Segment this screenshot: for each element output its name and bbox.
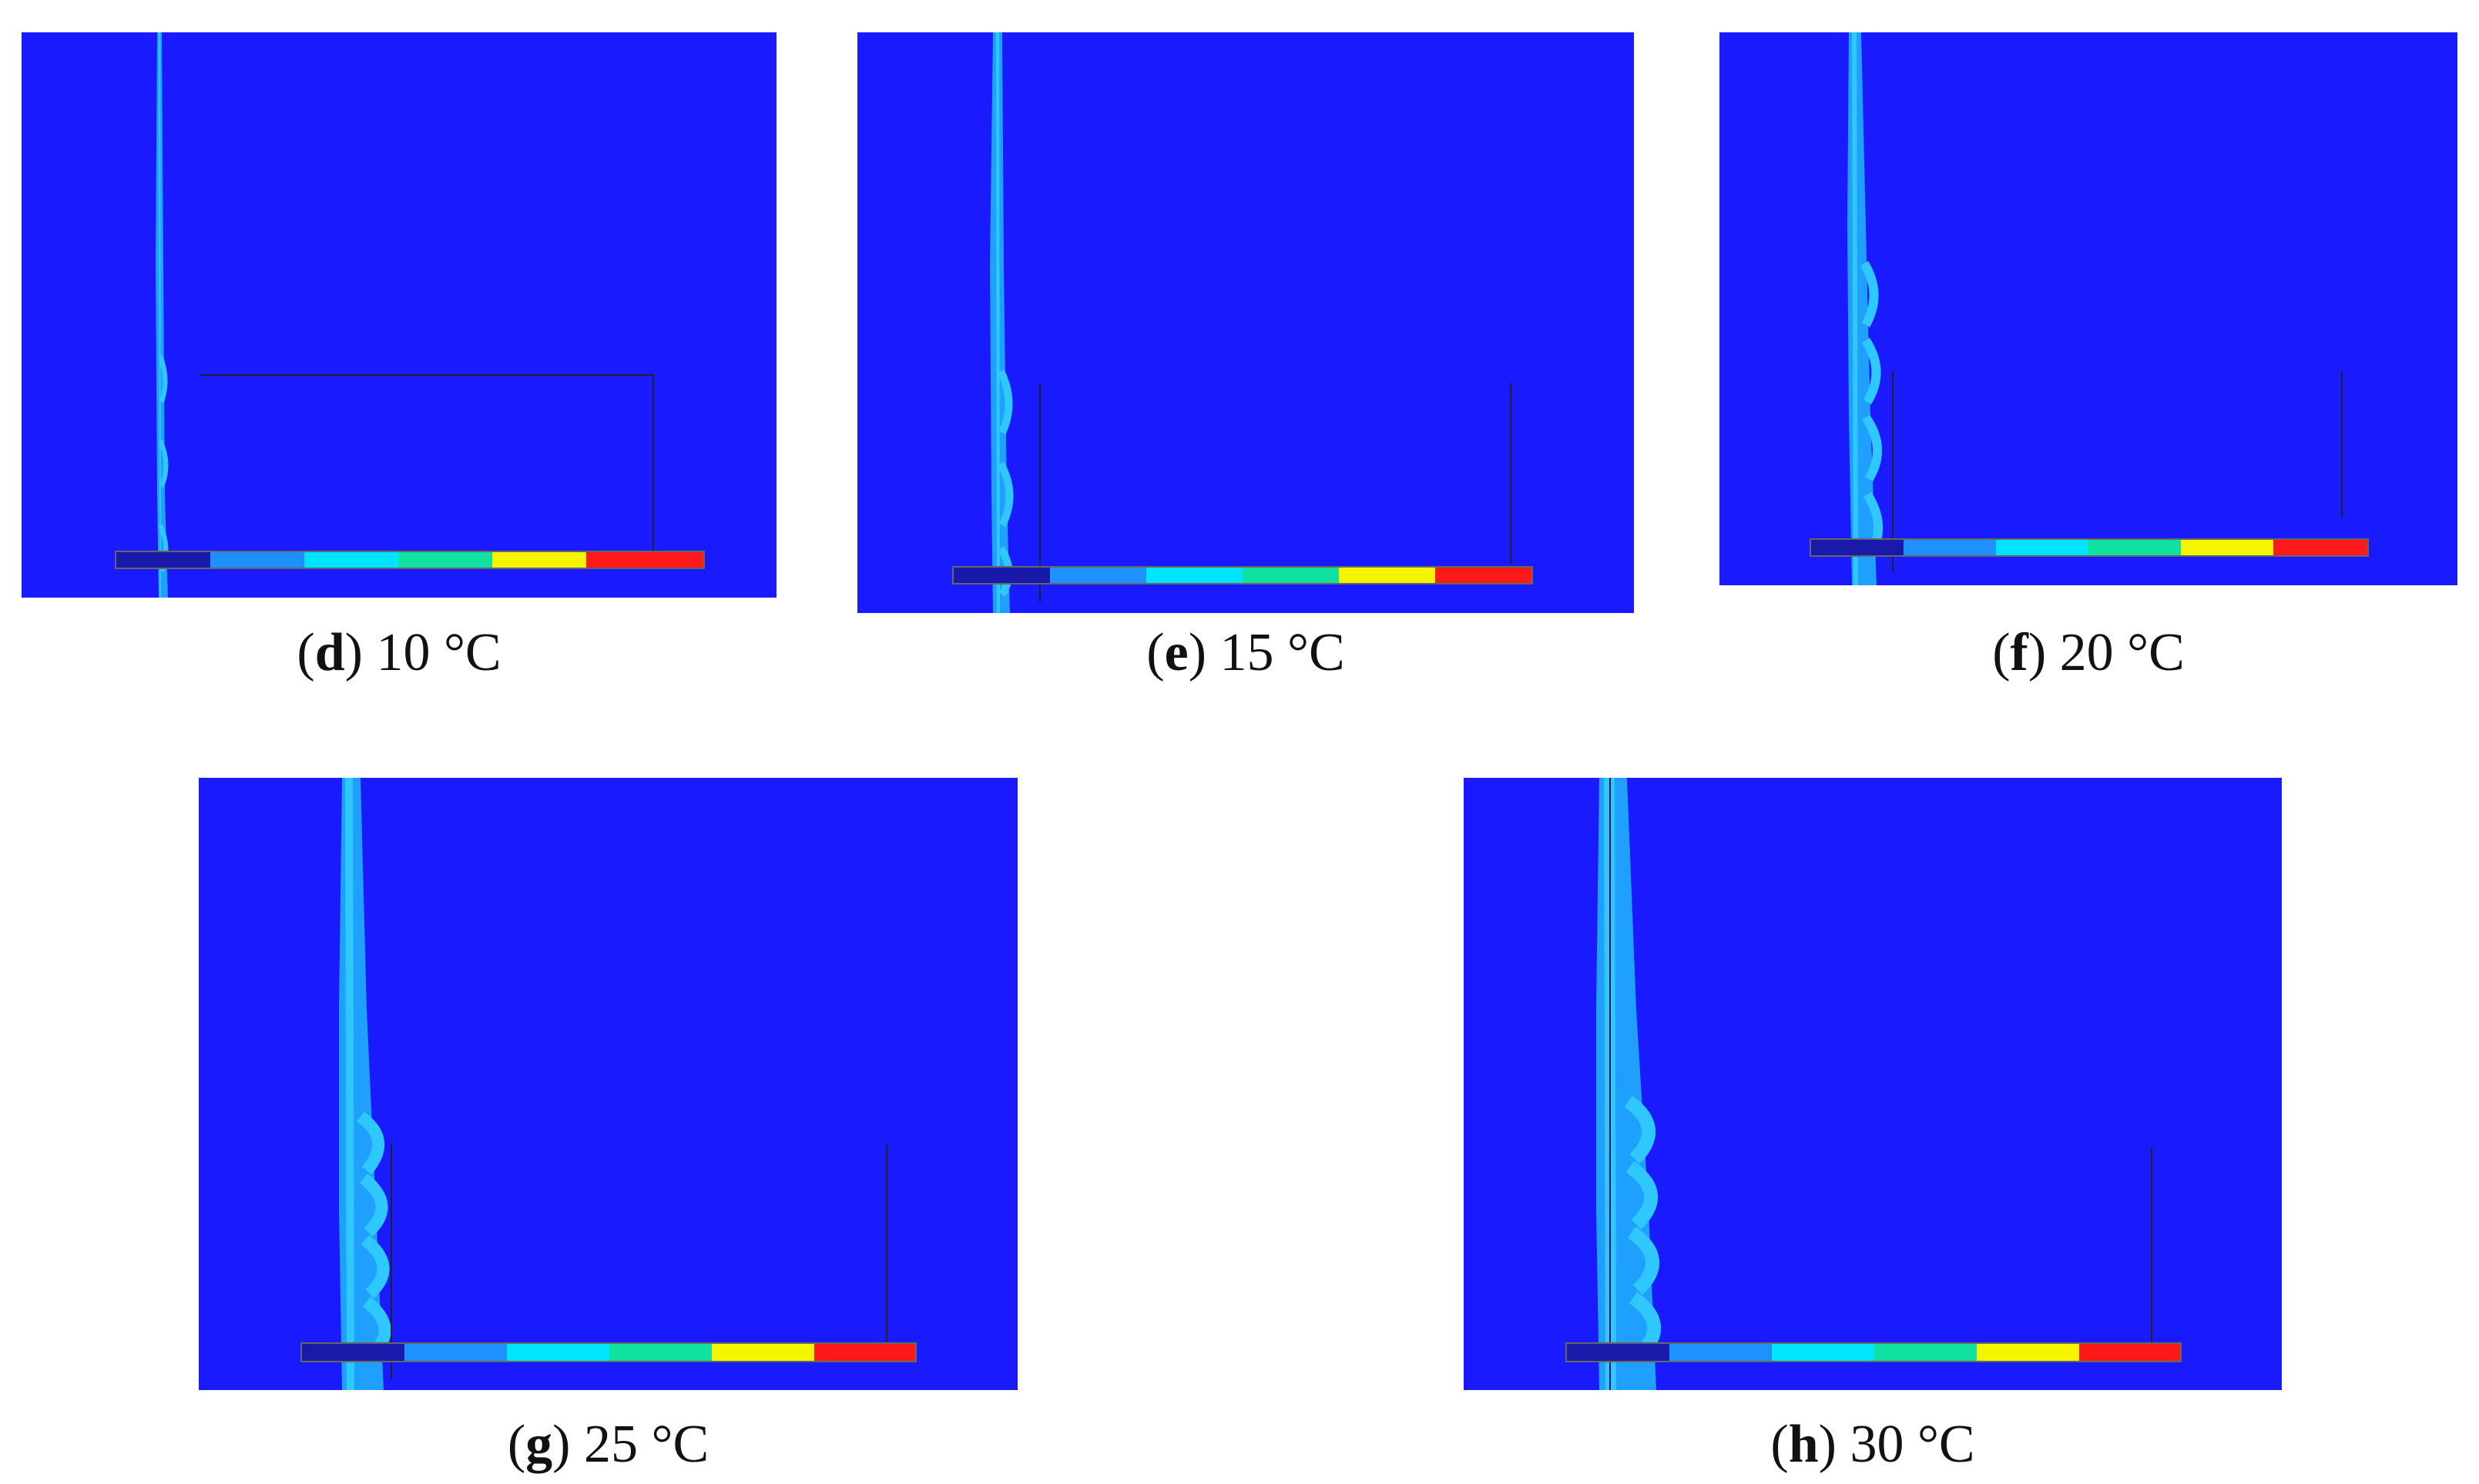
legend-bar-e (952, 566, 1533, 585)
caption-letter-h: h (1788, 1415, 1819, 1474)
contour-plot-e (857, 32, 1634, 613)
contour-plot-f (1719, 32, 2457, 585)
caption-label-h: 30 °C (1850, 1415, 1975, 1474)
contour-svg-h (1464, 778, 2282, 1390)
caption-f: (f) 20 °C (1992, 623, 2185, 682)
legend-bar-d (115, 551, 705, 569)
caption-h: (h) 30 °C (1770, 1415, 1975, 1474)
caption-label-f: 20 °C (2059, 623, 2185, 682)
contour-svg-f (1719, 32, 2457, 585)
caption-letter-g: g (525, 1415, 553, 1474)
caption-label-e: 15 °C (1219, 623, 1345, 682)
contour-svg-g (199, 778, 1018, 1390)
caption-letter-f: f (2010, 623, 2028, 682)
caption-d: (d) 10 °C (297, 623, 502, 682)
legend-bar-h (1565, 1342, 2182, 1362)
contour-plot-g (199, 778, 1018, 1390)
contour-plot-h (1464, 778, 2282, 1390)
legend-bar-f (1810, 538, 2369, 557)
caption-g: (g) 25 °C (507, 1415, 709, 1474)
contour-plot-d (22, 32, 777, 598)
caption-label-g: 25 °C (583, 1415, 709, 1474)
caption-letter-e: e (1164, 623, 1189, 682)
caption-e: (e) 15 °C (1146, 623, 1345, 682)
caption-letter-d: d (314, 623, 345, 682)
contour-svg-e (857, 32, 1634, 613)
caption-label-d: 10 °C (376, 623, 502, 682)
legend-bar-g (300, 1342, 917, 1362)
contour-svg-d (22, 32, 777, 598)
